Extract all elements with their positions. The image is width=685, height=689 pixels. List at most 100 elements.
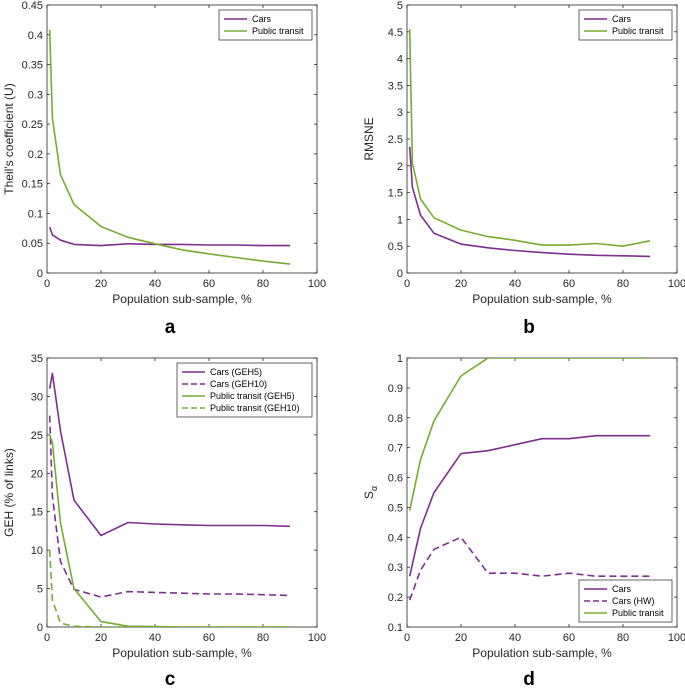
y-tick-label: 35 xyxy=(31,353,43,365)
series-line-cars-geh10 xyxy=(48,415,291,598)
chart-panel-d: 0 20 40 60 80 100 0.1 0.2 0.3 0.4 0.5 0.6 0.7 0.8 0.9 1… xyxy=(362,353,685,689)
panel-letter: d xyxy=(523,669,535,689)
y-tick-label: 4.5 xyxy=(388,27,403,39)
y-tick-label: 5 xyxy=(37,584,43,596)
legend: Cars Cars (HW) Public transit xyxy=(578,579,673,623)
x-tick-label: 0 xyxy=(44,632,50,644)
legend: Cars Public transit xyxy=(578,9,673,41)
y-tick-label: 0.5 xyxy=(388,502,403,514)
x-tick-label: 80 xyxy=(257,278,269,290)
legend-label: Public transit xyxy=(612,26,664,36)
x-tick-label: 0 xyxy=(44,278,50,290)
y-tick-label: 5 xyxy=(397,0,403,12)
y-tick-label: 0.3 xyxy=(28,89,43,101)
x-tick-label: 60 xyxy=(203,632,215,644)
y-tick-label: 1.5 xyxy=(388,188,403,200)
legend-label: Public transit (GEH10) xyxy=(210,403,300,413)
y-tick-label: 0 xyxy=(37,268,43,280)
panel-letter: b xyxy=(523,317,535,338)
legend-label: Cars (GEH5) xyxy=(210,367,262,377)
x-tick-label: 20 xyxy=(95,632,107,644)
legend-label: Public transit (GEH5) xyxy=(210,391,295,401)
y-tick-label: 1 xyxy=(397,353,403,365)
y-tick-label: 0.2 xyxy=(28,149,43,161)
y-tick-label: 0.3 xyxy=(388,562,403,574)
series-line-public-transit xyxy=(408,29,651,247)
legend-label: Cars xyxy=(612,584,632,594)
y-axis-label: GEH (% of links) xyxy=(2,448,16,537)
panel-letter: c xyxy=(165,669,176,689)
x-tick-label: 80 xyxy=(257,632,269,644)
x-tick-label: 60 xyxy=(203,278,215,290)
y-tick-label: 0.5 xyxy=(388,241,403,253)
x-axis-label: Population sub-sample, % xyxy=(472,646,612,660)
x-tick-label: 40 xyxy=(149,278,161,290)
y-tick-label: 30 xyxy=(31,391,43,403)
y-tick-label: 0 xyxy=(397,268,403,280)
y-tick-label: 2 xyxy=(397,161,403,173)
x-tick-label: 60 xyxy=(563,632,575,644)
legend-label: Cars (GEH10) xyxy=(210,379,267,389)
x-tick-label: 0 xyxy=(404,278,410,290)
x-axis-label: Population sub-sample, % xyxy=(472,292,612,306)
legend-label: Cars (HW) xyxy=(612,596,655,606)
x-axis-label: Population sub-sample, % xyxy=(112,646,252,660)
series-line-public-transit xyxy=(48,29,291,265)
y-tick-label: 0.4 xyxy=(28,30,43,42)
y-tick-label: 15 xyxy=(31,507,43,519)
series-line-cars xyxy=(408,434,650,577)
x-tick-label: 100 xyxy=(668,632,685,644)
y-tick-label: 25 xyxy=(31,430,43,442)
y-tick-label: 4 xyxy=(397,54,403,66)
x-tick-label: 20 xyxy=(95,278,107,290)
panel-letter: a xyxy=(165,317,176,338)
chart-panel-b: 0 20 40 60 80 100 0 0.5 1 1.5 2 2.5 3 3.5 4 4.5 5 Populat… xyxy=(362,0,685,338)
y-tick-label: 0.2 xyxy=(388,592,403,604)
y-tick-label: 0.1 xyxy=(388,622,403,634)
y-tick-label: 2.5 xyxy=(388,134,403,146)
legend-box xyxy=(218,9,313,41)
series-line-cars-hw xyxy=(408,536,650,601)
x-tick-label: 20 xyxy=(455,278,467,290)
y-tick-label: 0.7 xyxy=(388,443,403,455)
legend: Cars (GEH5) Cars (GEH10) Public transit (G… xyxy=(176,362,313,418)
chart-panel-c: 0 20 40 60 80 100 0 5 10 15 20 25 30 35 Population sub… xyxy=(2,353,326,689)
axes-box xyxy=(406,4,678,274)
axes-box xyxy=(46,4,318,274)
y-tick-label: 20 xyxy=(31,468,43,480)
legend-label: Public transit xyxy=(612,608,664,618)
x-tick-label: 40 xyxy=(509,278,521,290)
x-tick-label: 100 xyxy=(308,632,326,644)
x-tick-label: 0 xyxy=(404,632,410,644)
x-tick-label: 20 xyxy=(455,632,467,644)
y-axis-label-main: S xyxy=(362,491,376,499)
x-tick-label: 80 xyxy=(617,278,629,290)
legend-label: Cars xyxy=(252,14,272,24)
y-tick-label: 3.5 xyxy=(388,80,403,92)
y-tick-label: 1 xyxy=(397,214,403,226)
series-line-public-transit-geh10 xyxy=(48,550,290,627)
y-tick-label: 10 xyxy=(31,545,43,557)
x-tick-label: 100 xyxy=(668,278,685,290)
x-tick-label: 40 xyxy=(509,632,521,644)
chart-panel-a: 0 20 40 60 80 100 0 0.05 0.1 0.15 0.2 0.25 0.3 0.35 0.… xyxy=(2,0,326,338)
y-axis-label-subscript: α xyxy=(369,486,379,491)
y-axis-label: Sα xyxy=(362,486,379,499)
y-tick-label: 0.8 xyxy=(388,413,403,425)
y-tick-label: 0 xyxy=(37,622,43,634)
x-tick-label: 100 xyxy=(308,278,326,290)
legend: Cars Public transit xyxy=(218,9,313,41)
series-line-public-transit xyxy=(408,358,650,511)
legend-label: Public transit xyxy=(252,26,304,36)
series-line-cars xyxy=(48,226,290,247)
x-tick-label: 40 xyxy=(149,632,161,644)
y-tick-label: 0.35 xyxy=(22,60,43,72)
y-tick-label: 0.4 xyxy=(388,532,403,544)
legend-box xyxy=(578,9,673,41)
y-tick-label: 0.05 xyxy=(22,238,43,250)
y-tick-label: 0.1 xyxy=(28,208,43,220)
y-tick-label: 0.45 xyxy=(22,0,43,12)
y-tick-label: 0.25 xyxy=(22,119,43,131)
series-line-cars-geh5 xyxy=(48,372,291,537)
